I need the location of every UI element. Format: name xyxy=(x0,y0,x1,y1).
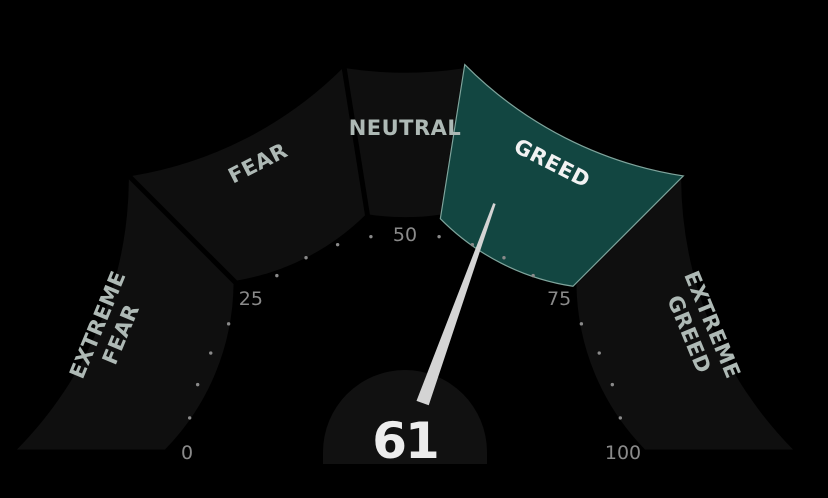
tick-dot xyxy=(502,256,506,260)
segment-neutral-label-line: NEUTRAL xyxy=(349,116,462,140)
segment-neutral-label: NEUTRAL xyxy=(349,116,462,140)
tick-dot xyxy=(226,322,231,326)
tick-dot xyxy=(531,273,535,278)
segment-extreme-fear xyxy=(17,179,234,450)
tick-dot xyxy=(304,256,308,260)
gauge-needle xyxy=(416,203,496,406)
tick-dot xyxy=(579,322,584,326)
tick-dot xyxy=(610,382,615,387)
tick-dot xyxy=(195,382,200,387)
needle-pointer xyxy=(416,203,496,406)
segment-neutral xyxy=(346,68,464,218)
gauge-tick-dots xyxy=(187,234,623,420)
tick-dot xyxy=(437,234,441,239)
segment-fear xyxy=(132,69,365,281)
tick-dot xyxy=(470,242,475,247)
segment-extreme-greed xyxy=(576,179,793,450)
tick-dot xyxy=(369,234,373,239)
gauge-tick-labels: 0 25 50 75 100 xyxy=(181,224,641,464)
tick-dot xyxy=(187,416,192,420)
gauge-hub xyxy=(323,370,487,464)
tick-dot xyxy=(618,416,623,420)
tick-label: 75 xyxy=(547,288,571,310)
tick-dot xyxy=(335,242,340,247)
tick-label: 100 xyxy=(605,442,641,464)
gauge-segments xyxy=(17,63,793,450)
tick-dot xyxy=(597,351,601,355)
gauge-hub-disc xyxy=(323,370,487,464)
tick-dot xyxy=(209,351,213,355)
tick-dot xyxy=(275,273,279,278)
tick-label: 25 xyxy=(239,288,263,310)
gauge-value: 61 xyxy=(372,412,438,470)
tick-label: 50 xyxy=(393,224,417,246)
tick-label: 0 xyxy=(181,442,193,464)
